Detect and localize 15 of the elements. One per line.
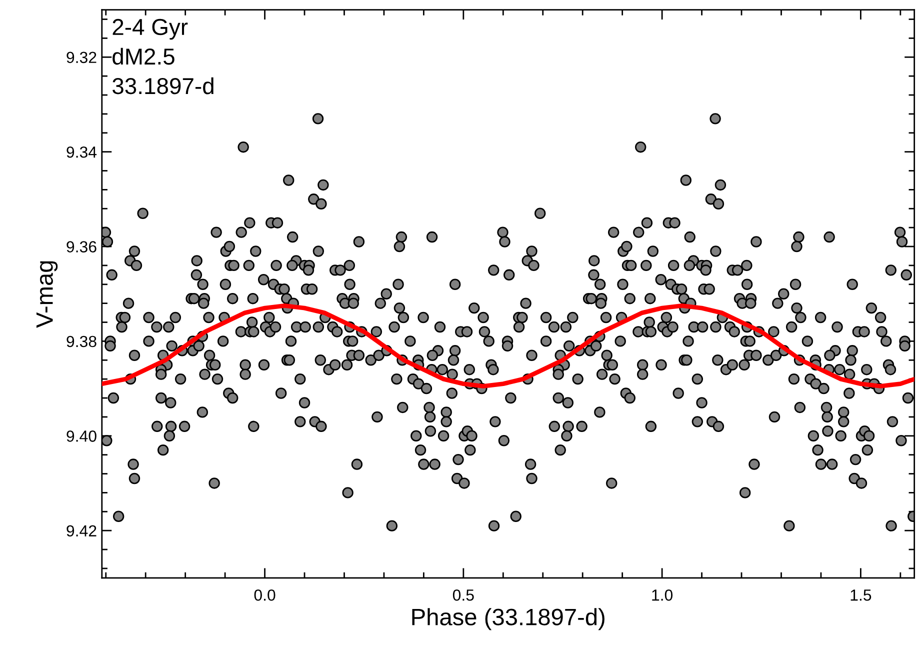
x-tick-label: 0.0 xyxy=(254,589,276,601)
annotation: 2-4 Gyr xyxy=(112,18,188,40)
y-tick-label: 9.34 xyxy=(66,146,97,158)
y-tick-label: 9.42 xyxy=(66,525,96,537)
x-tick-label: 1.5 xyxy=(850,590,872,601)
annotation: dM2.5 xyxy=(112,48,174,65)
y-tick-label: 9.32 xyxy=(66,52,96,64)
y-tick-label: 9.40 xyxy=(66,430,96,442)
y-axis-title: V-mag xyxy=(36,261,58,328)
y-tick-label: 9.36 xyxy=(66,241,96,252)
x-tick-label: 0.5 xyxy=(452,589,474,601)
y-tick-label: 9.38 xyxy=(66,336,96,348)
x-tick-label: 1.0 xyxy=(652,589,673,601)
x-axis-title: Phase (33.1897-d) xyxy=(412,608,604,630)
annotation: 33.1897-d xyxy=(112,77,214,94)
